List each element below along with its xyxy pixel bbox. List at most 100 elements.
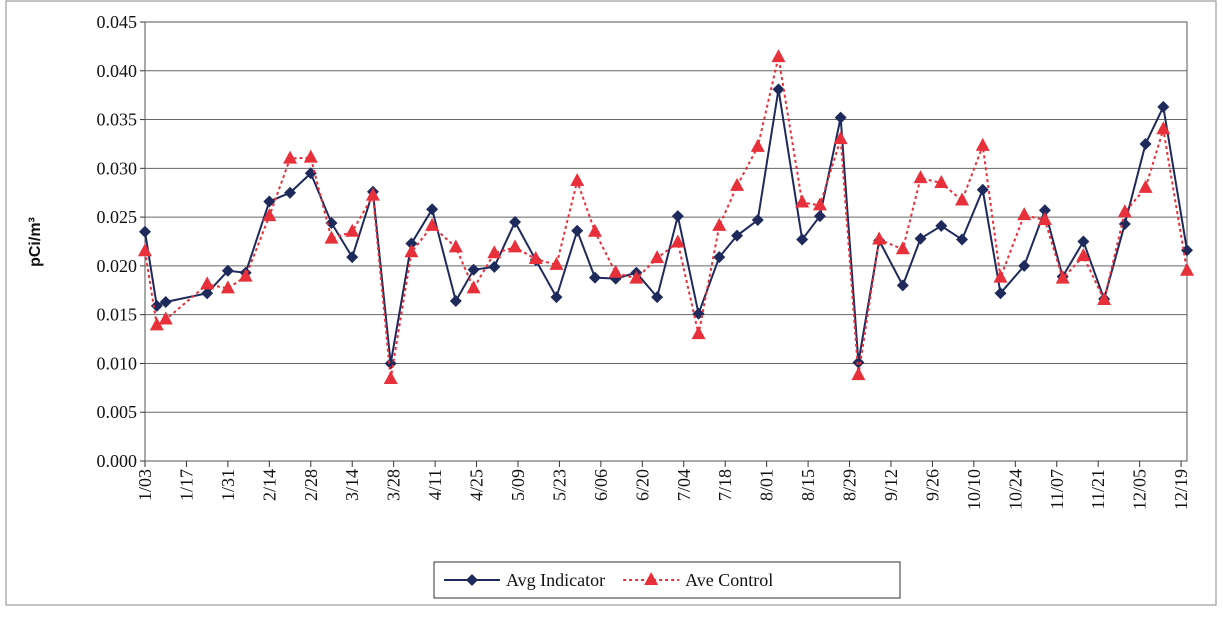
x-tick-label: 9/12: [881, 469, 901, 501]
x-tick-label: 6/06: [591, 469, 611, 501]
data-point: [262, 208, 277, 222]
data-point: [651, 291, 664, 304]
data-point: [1076, 248, 1091, 262]
data-point: [751, 214, 764, 227]
y-tick-label: 0.035: [97, 110, 138, 130]
series-line: [144, 56, 1188, 380]
data-point: [1055, 270, 1070, 284]
data-point: [895, 241, 910, 255]
data-point: [158, 311, 173, 325]
data-point: [914, 232, 927, 245]
x-tick-label: 1/17: [176, 469, 196, 501]
x-tick-label: 8/29: [840, 469, 860, 501]
y-tick-label: 0.015: [97, 305, 138, 325]
data-point: [670, 234, 685, 248]
x-tick-label: 12/05: [1130, 469, 1150, 510]
y-tick-label: 0.010: [97, 353, 138, 373]
data-point: [426, 203, 439, 216]
data-point: [1017, 207, 1032, 221]
data-point: [671, 210, 684, 223]
y-tick-label: 0.030: [97, 158, 138, 178]
data-point: [325, 216, 338, 229]
data-point: [365, 187, 380, 201]
data-point: [508, 239, 523, 253]
y-tick-label: 0.005: [97, 402, 138, 422]
x-tick-label: 5/23: [549, 469, 569, 501]
x-tick-label: 2/14: [259, 469, 279, 501]
data-point: [528, 251, 543, 265]
data-point: [896, 279, 909, 292]
y-tick-label: 0.025: [97, 207, 138, 227]
x-tick-label: 11/21: [1088, 469, 1108, 509]
data-point: [771, 49, 786, 63]
data-point: [324, 230, 339, 244]
data-point: [549, 256, 564, 270]
data-point: [713, 251, 726, 264]
x-tick-label: 7/04: [674, 469, 694, 501]
y-tick-label: 0.040: [97, 61, 138, 81]
data-point: [1097, 292, 1112, 306]
chart-border: [5, 0, 1217, 606]
data-point: [629, 270, 644, 284]
data-point: [691, 326, 706, 340]
x-tick-label: 2/28: [301, 469, 321, 501]
data-point: [955, 192, 970, 206]
data-point: [587, 223, 602, 237]
x-tick-label: 9/26: [922, 469, 942, 501]
data-point: [488, 260, 501, 273]
x-tick-label: 10/10: [964, 469, 984, 510]
data-point: [730, 177, 745, 191]
data-point: [872, 231, 887, 245]
data-point: [284, 186, 297, 199]
data-point: [994, 287, 1007, 300]
y-tick-label: 0.020: [97, 256, 138, 276]
data-point: [812, 197, 827, 211]
x-tick-label: 8/01: [757, 469, 777, 501]
data-point: [283, 150, 298, 164]
data-point: [159, 295, 172, 308]
data-point: [976, 183, 989, 196]
data-point: [935, 219, 948, 232]
x-tick-label: 8/15: [798, 469, 818, 501]
x-tick-label: 6/20: [632, 469, 652, 501]
legend-label: Ave Control: [685, 570, 773, 590]
data-point: [466, 280, 481, 294]
data-point: [731, 229, 744, 242]
y-tick-label: 0.000: [97, 451, 138, 471]
data-point: [449, 295, 462, 308]
data-point: [1180, 262, 1194, 276]
data-point: [404, 244, 419, 258]
data-point: [346, 251, 359, 264]
x-tick-label: 7/18: [715, 469, 735, 501]
data-point: [956, 233, 969, 246]
x-tick-label: 3/28: [384, 469, 404, 501]
data-point: [467, 263, 480, 276]
data-point: [238, 268, 253, 282]
data-point: [221, 264, 234, 277]
x-tick-label: 4/11: [425, 469, 445, 500]
data-point: [833, 131, 848, 145]
data-point: [795, 194, 810, 208]
data-point: [303, 149, 318, 163]
legend-label: Avg Indicator: [506, 570, 605, 590]
data-point: [571, 224, 584, 237]
data-point: [913, 170, 928, 184]
data-point: [149, 317, 164, 331]
data-point: [772, 83, 785, 96]
legend-marker: [466, 574, 478, 586]
y-axis-label: pCi/m³: [27, 217, 44, 267]
data-point: [993, 269, 1008, 283]
data-point: [220, 280, 235, 294]
data-point: [383, 371, 398, 385]
x-tick-label: 10/24: [1005, 469, 1025, 510]
data-point: [1038, 204, 1051, 217]
data-point: [345, 223, 360, 237]
data-point: [834, 111, 847, 124]
x-tick-label: 12/19: [1171, 469, 1191, 510]
data-point: [200, 276, 215, 290]
data-point: [750, 138, 765, 152]
data-point: [712, 217, 727, 231]
data-point: [1018, 259, 1031, 272]
data-point: [1139, 137, 1152, 150]
